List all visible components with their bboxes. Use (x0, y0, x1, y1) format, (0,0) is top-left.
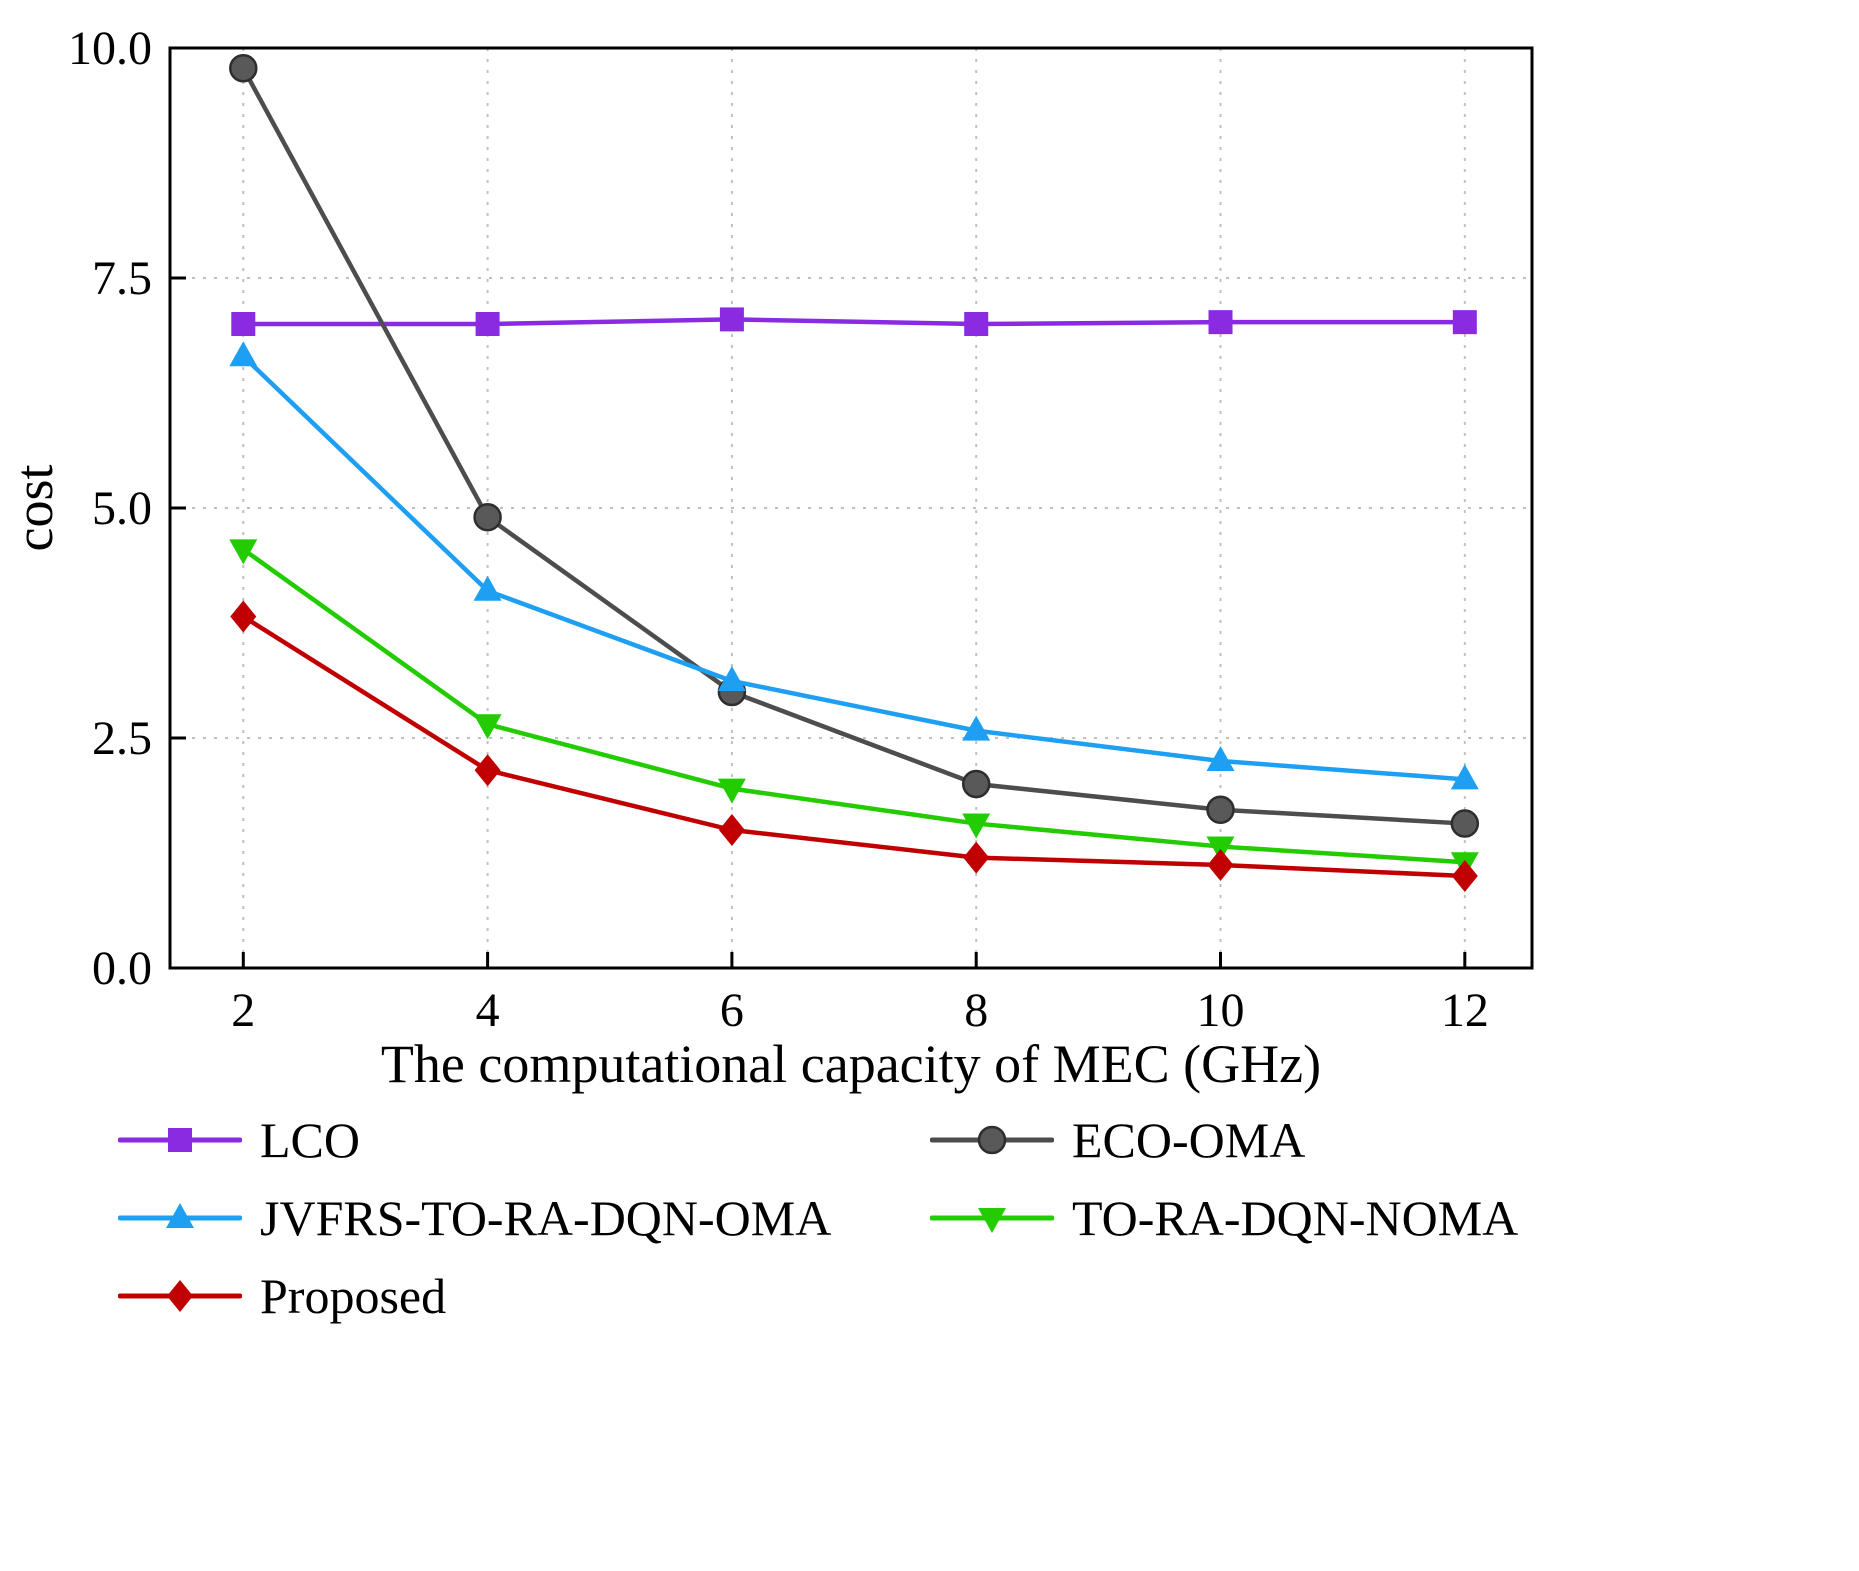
x-tick-label: 2 (231, 984, 255, 1037)
marker-circle (229, 53, 258, 83)
legend-label: JVFRS-TO-RA-DQN-OMA (260, 1190, 832, 1246)
marker-square (1208, 310, 1233, 335)
marker-diamond (230, 600, 257, 633)
line-chart: 2 4 6 8 10 12 0.0 2.5 5.0 7.5 10.0 cost The comput… (4, 22, 1534, 1094)
legend-label: ECO-OMA (1072, 1112, 1306, 1168)
x-tick-label: 8 (964, 984, 988, 1037)
series-line-TO-RA-DQN-NOMA (241, 547, 1468, 865)
marker-square (475, 312, 500, 336)
marker-triangle-down (978, 1208, 1006, 1233)
marker-triangle-up (166, 1203, 194, 1228)
legend-label: TO-RA-DQN-NOMA (1072, 1190, 1519, 1246)
legend-swatch-LCO (118, 1128, 242, 1152)
y-tick-label: 5.0 (92, 482, 152, 535)
legend-item-TO-RA-DQN-NOMA: TO-RA-DQN-NOMA (930, 1186, 1758, 1250)
marker-diamond (167, 1280, 193, 1312)
y-tick-label: 0.0 (92, 942, 152, 995)
series-line-LCO (241, 317, 1468, 327)
marker-square (168, 1128, 192, 1152)
marker-circle (473, 502, 502, 532)
legend-label: Proposed (260, 1268, 447, 1324)
y-tick-label: 10.0 (68, 22, 152, 75)
marker-diamond (963, 841, 990, 874)
marker-square (719, 307, 744, 332)
marker-triangle-up (229, 341, 258, 367)
x-tick-label: 6 (720, 984, 744, 1037)
legend-swatch-JVFRS-TO-RA-DQN-OMA (118, 1203, 242, 1228)
series-line-ECO-OMA (241, 65, 1468, 826)
x-tick-label: 10 (1197, 984, 1245, 1037)
marker-circle (1206, 795, 1235, 825)
legend-swatch-ECO-OMA (930, 1125, 1054, 1155)
marker-square (964, 312, 989, 336)
marker-circle (961, 769, 991, 799)
marker-diamond (718, 814, 745, 846)
marker-triangle-down (962, 813, 991, 839)
y-tick-label: 2.5 (92, 712, 152, 765)
marker-diamond (474, 754, 501, 787)
marker-triangle-up (1450, 764, 1479, 790)
legend-swatch-Proposed (118, 1280, 242, 1312)
marker-triangle-up (1206, 746, 1235, 771)
marker-square (1452, 310, 1477, 335)
marker-circle (977, 1125, 1007, 1155)
legend: LCO ECO-OMA JVFRS-TO-RA-DQN-OMA TO-RA-DQN-N… (118, 1108, 1758, 1328)
legend-item-ECO-OMA: ECO-OMA (930, 1108, 1758, 1172)
series-line-Proposed (241, 614, 1468, 879)
marker-triangle-down (717, 778, 746, 804)
marker-diamond (1207, 848, 1234, 881)
legend-swatch-TO-RA-DQN-NOMA (930, 1208, 1054, 1233)
legend-item-Proposed: Proposed (118, 1264, 930, 1328)
x-axis-title: The computational capacity of MEC (GHz) (381, 1034, 1321, 1094)
x-tick-label: 4 (476, 984, 500, 1037)
y-tick-label: 7.5 (92, 252, 152, 305)
y-axis-title: cost (4, 465, 64, 552)
legend-item-JVFRS-TO-RA-DQN-OMA: JVFRS-TO-RA-DQN-OMA (118, 1186, 930, 1250)
marker-triangle-up (473, 575, 502, 601)
marker-triangle-up (717, 665, 746, 691)
plot-layer: 2 4 6 8 10 12 0.0 2.5 5.0 7.5 10.0 (68, 22, 1534, 1037)
series-line-JVFRS-TO-RA-DQN-OMA (241, 353, 1468, 782)
marker-triangle-down (229, 539, 258, 565)
marker-diamond (1451, 860, 1478, 892)
marker-triangle-up (962, 715, 991, 741)
marker-square (231, 312, 256, 336)
marker-triangle-down (473, 714, 502, 740)
marker-circle (1450, 809, 1480, 838)
x-tick-label: 12 (1441, 984, 1489, 1037)
legend-item-LCO: LCO (118, 1108, 930, 1172)
legend-label: LCO (260, 1112, 360, 1168)
